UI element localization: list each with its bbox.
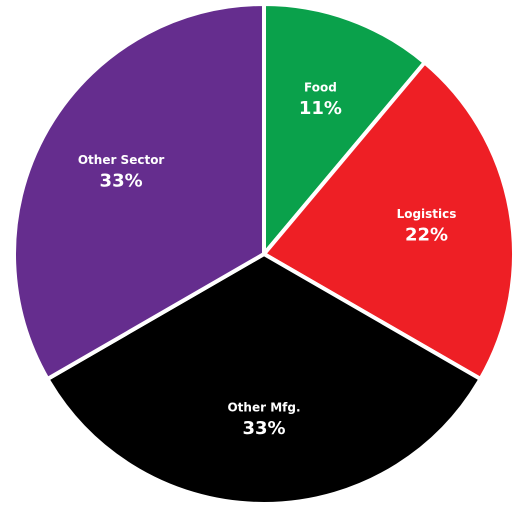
- slice-value: 33%: [242, 418, 285, 439]
- slice-label: Other Mfg.: [227, 401, 300, 415]
- pie-slice: [45, 252, 483, 506]
- pie-slice: [12, 2, 266, 381]
- slice-label: Other Sector: [78, 153, 165, 167]
- slice-label: Logistics: [397, 207, 457, 221]
- slice-value: 22%: [405, 224, 448, 245]
- slice-label: Food: [304, 80, 337, 94]
- slice-value: 33%: [100, 171, 143, 192]
- pie-slice: [262, 60, 516, 381]
- pie-slice: [262, 2, 427, 256]
- slice-value: 11%: [299, 98, 342, 119]
